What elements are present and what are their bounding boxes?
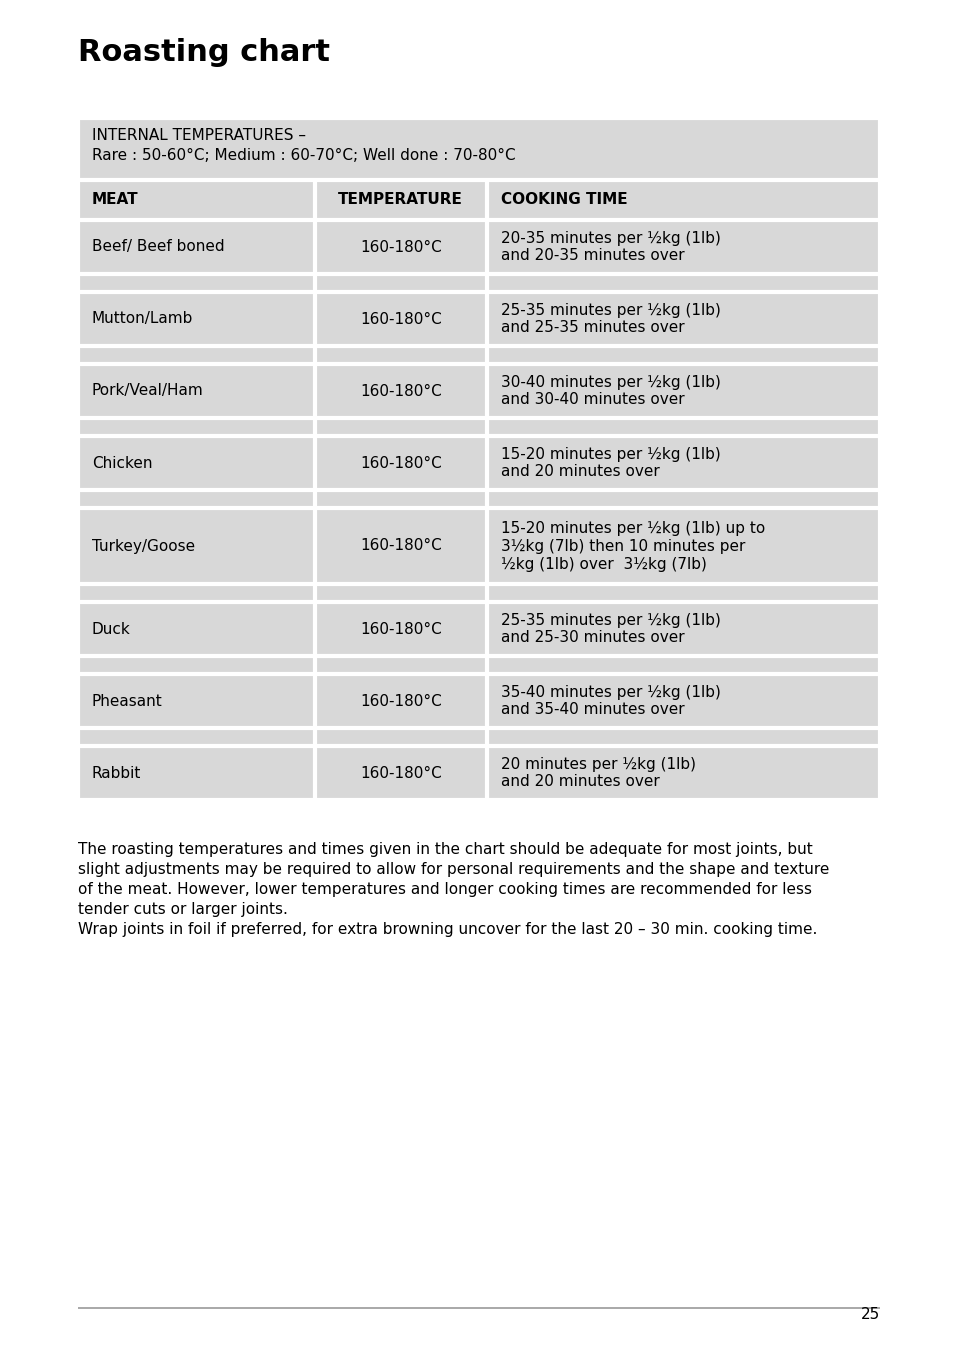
Bar [78, 489, 879, 508]
Text: 25-35 minutes per ½kg (1lb): 25-35 minutes per ½kg (1lb) [500, 303, 720, 318]
Text: tender cuts or larger joints.: tender cuts or larger joints. [78, 902, 288, 917]
Bar [78, 118, 879, 180]
Bar [78, 656, 879, 675]
Text: MEAT: MEAT [91, 192, 138, 207]
Text: Mutton/Lamb: Mutton/Lamb [91, 311, 193, 326]
Text: 160-180°C: 160-180°C [359, 765, 441, 780]
Text: 160-180°C: 160-180°C [359, 311, 441, 326]
Text: of the meat. However, lower temperatures and longer cooking times are recommende: of the meat. However, lower temperatures… [78, 882, 811, 896]
Text: 160-180°C: 160-180°C [359, 538, 441, 553]
Bar [78, 274, 879, 292]
Bar [78, 346, 879, 364]
Text: The roasting temperatures and times given in the chart should be adequate for mo: The roasting temperatures and times give… [78, 842, 812, 857]
Text: 3½kg (7lb) then 10 minutes per: 3½kg (7lb) then 10 minutes per [500, 538, 744, 553]
Text: 15-20 minutes per ½kg (1lb): 15-20 minutes per ½kg (1lb) [500, 446, 720, 461]
Text: Rare : 50-60°C; Medium : 60-70°C; Well done : 70-80°C: Rare : 50-60°C; Medium : 60-70°C; Well d… [91, 147, 515, 164]
Text: 160-180°C: 160-180°C [359, 456, 441, 470]
Bar [78, 602, 879, 656]
Text: 20 minutes per ½kg (1lb): 20 minutes per ½kg (1lb) [500, 757, 696, 772]
Text: COOKING TIME: COOKING TIME [500, 192, 627, 207]
Text: Chicken: Chicken [91, 456, 152, 470]
Text: 25: 25 [860, 1307, 879, 1322]
Bar [78, 508, 879, 584]
Bar [78, 220, 879, 274]
Text: ½kg (1lb) over  3½kg (7lb): ½kg (1lb) over 3½kg (7lb) [500, 557, 706, 572]
Text: and 25-35 minutes over: and 25-35 minutes over [500, 320, 684, 335]
Text: 15-20 minutes per ½kg (1lb) up to: 15-20 minutes per ½kg (1lb) up to [500, 521, 764, 535]
Bar [78, 675, 879, 727]
Bar [78, 746, 879, 800]
Text: Roasting chart: Roasting chart [78, 38, 330, 68]
Text: 160-180°C: 160-180°C [359, 622, 441, 637]
Text: Pheasant: Pheasant [91, 694, 163, 708]
Text: Rabbit: Rabbit [91, 765, 141, 780]
Text: and 20 minutes over: and 20 minutes over [500, 775, 659, 790]
Text: 30-40 minutes per ½kg (1lb): 30-40 minutes per ½kg (1lb) [500, 375, 720, 389]
Text: Wrap joints in foil if preferred, for extra browning uncover for the last 20 – 3: Wrap joints in foil if preferred, for ex… [78, 922, 817, 937]
Bar [78, 180, 879, 220]
Text: and 25-30 minutes over: and 25-30 minutes over [500, 630, 684, 645]
Text: and 20 minutes over: and 20 minutes over [500, 465, 659, 480]
Bar [78, 435, 879, 489]
Text: 35-40 minutes per ½kg (1lb): 35-40 minutes per ½kg (1lb) [500, 684, 720, 699]
Text: Beef/ Beef boned: Beef/ Beef boned [91, 239, 224, 254]
Text: 160-180°C: 160-180°C [359, 239, 441, 254]
Text: slight adjustments may be required to allow for personal requirements and the sh: slight adjustments may be required to al… [78, 863, 828, 877]
Text: and 35-40 minutes over: and 35-40 minutes over [500, 703, 684, 718]
Text: Pork/Veal/Ham: Pork/Veal/Ham [91, 384, 204, 399]
Bar [78, 584, 879, 602]
Bar [78, 292, 879, 346]
Text: Turkey/Goose: Turkey/Goose [91, 538, 195, 553]
Text: and 30-40 minutes over: and 30-40 minutes over [500, 392, 684, 407]
Text: INTERNAL TEMPERATURES –: INTERNAL TEMPERATURES – [91, 128, 306, 143]
Text: 25-35 minutes per ½kg (1lb): 25-35 minutes per ½kg (1lb) [500, 612, 720, 627]
Text: and 20-35 minutes over: and 20-35 minutes over [500, 249, 684, 264]
Text: Duck: Duck [91, 622, 131, 637]
Bar [78, 727, 879, 746]
Text: 20-35 minutes per ½kg (1lb): 20-35 minutes per ½kg (1lb) [500, 230, 720, 246]
Text: TEMPERATURE: TEMPERATURE [338, 192, 463, 207]
Text: 160-180°C: 160-180°C [359, 384, 441, 399]
Bar [78, 364, 879, 418]
Bar [78, 418, 879, 435]
Text: 160-180°C: 160-180°C [359, 694, 441, 708]
